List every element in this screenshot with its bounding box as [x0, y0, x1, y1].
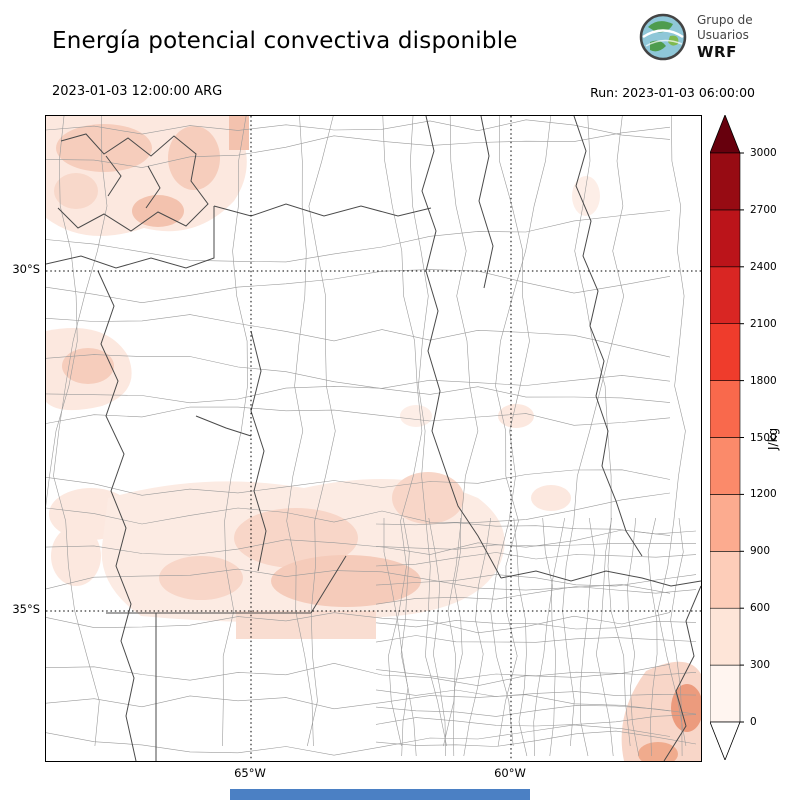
- province-boundaries: [46, 116, 701, 761]
- department-boundaries: [46, 116, 697, 757]
- globe-icon: [639, 13, 687, 61]
- logo-text: Grupo de Usuarios WRF: [697, 13, 753, 62]
- colorbar-tick: 3000: [750, 147, 777, 159]
- map-canvas: [46, 116, 701, 761]
- logo-line2: Usuarios: [697, 27, 749, 42]
- lat-label-30s: 30°S: [12, 262, 40, 276]
- colorbar-tick: 300: [750, 659, 771, 672]
- latlon-gridlines: [46, 116, 701, 761]
- colorbar: [710, 115, 744, 760]
- logo-line1: Grupo de: [697, 12, 753, 27]
- figure-title: Energía potencial convectiva disponible: [52, 28, 518, 54]
- colorbar-tick: 2700: [750, 203, 777, 216]
- valid-time: 2023-01-03 12:00:00 ARG: [52, 84, 223, 99]
- colorbar-tick: 2400: [750, 260, 777, 273]
- colorbar-tick: 1200: [750, 488, 777, 501]
- colorbar-tick: 1500: [750, 431, 777, 444]
- wrf-logo: Grupo de Usuarios WRF: [638, 12, 753, 62]
- colorbar-tick: 600: [750, 602, 771, 615]
- logo-line3: WRF: [697, 42, 737, 61]
- cape-shading: [46, 116, 701, 761]
- lon-label-60w: 60°W: [494, 766, 526, 780]
- lon-label-65w: 65°W: [234, 766, 266, 780]
- colorbar-tick: 900: [750, 545, 771, 558]
- lat-label-35s: 35°S: [12, 602, 40, 616]
- map-frame: [45, 115, 702, 762]
- footer-banner: [230, 789, 530, 800]
- colorbar-tick: 1800: [750, 374, 777, 387]
- colorbar-tick: 0: [750, 716, 757, 728]
- run-time: Run: 2023-01-03 06:00:00: [590, 85, 755, 100]
- colorbar-tick: 2100: [750, 317, 777, 330]
